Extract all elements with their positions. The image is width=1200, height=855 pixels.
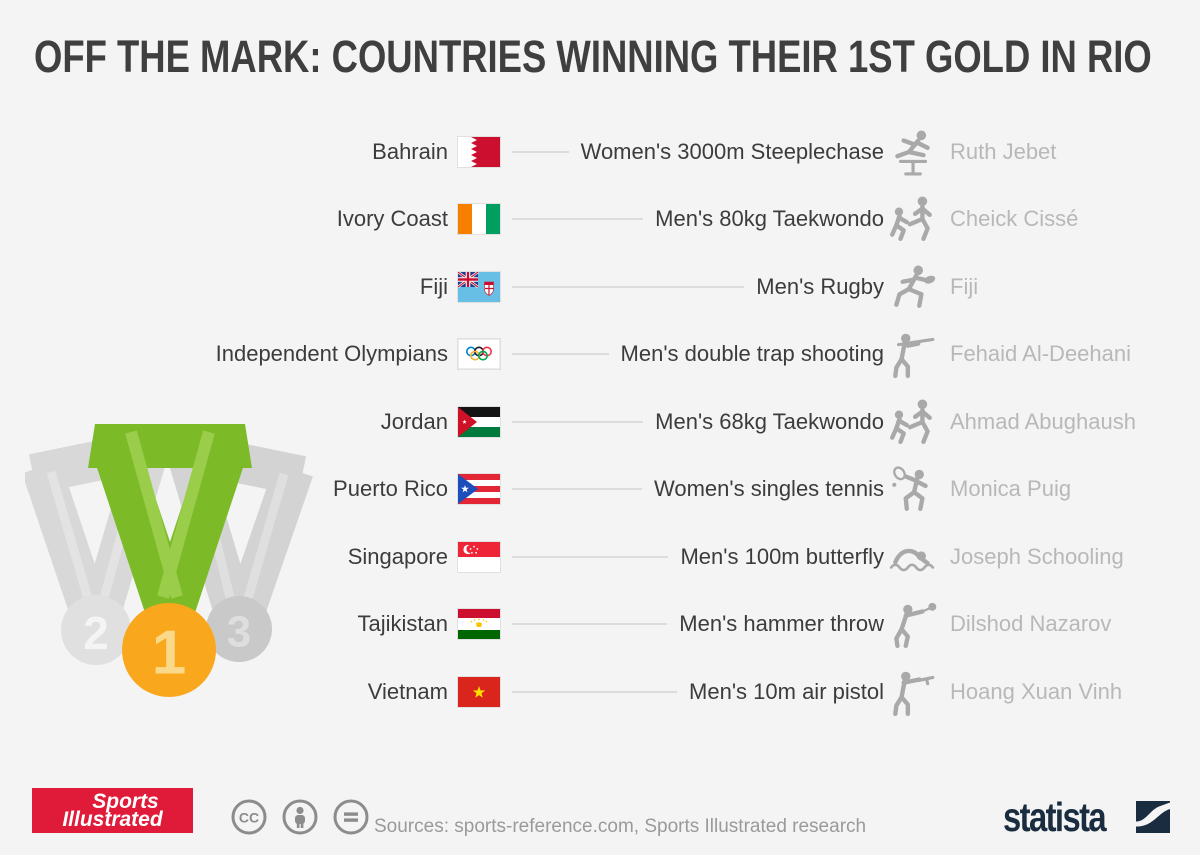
list-item: Jordan Men's 68kg Taekwondo Ahmad Abugha… (0, 388, 1200, 456)
list-item: Ivory Coast Men's 80kg Taekwondo Cheick … (0, 186, 1200, 254)
statista-logo-text: statista (1003, 794, 1107, 840)
event-label: Men's Rugby (756, 273, 884, 299)
hammer-throw-icon (886, 599, 938, 649)
hurdles-icon (886, 127, 938, 177)
athlete-label: Ruth Jebet (950, 138, 1057, 164)
athlete-label: Monica Puig (950, 476, 1072, 502)
list-item: Tajikistan Men's hammer throw Dilshod Na… (0, 591, 1200, 659)
athlete-label: Hoang Xuan Vinh (950, 678, 1123, 704)
cc-nd-icon (333, 799, 369, 835)
athlete-label: Fiji (950, 273, 979, 299)
event-label: Women's singles tennis (653, 476, 884, 502)
page-title: OFF THE MARK: COUNTRIES WINNING THEIR 1S… (34, 31, 1152, 82)
list-item: Vietnam Men's 10m air pistol Hoang Xuan … (0, 658, 1200, 726)
event-label: Men's hammer throw (679, 611, 884, 637)
athlete-label: Cheick Cissé (950, 206, 1079, 232)
olympic-rings-flag-icon (457, 338, 501, 371)
country-label: Jordan (380, 408, 448, 434)
country-label: Vietnam (367, 678, 448, 704)
cc-by-icon (282, 799, 318, 835)
country-label: Ivory Coast (336, 206, 448, 232)
sources-text: Sources: sports-reference.com, Sports Il… (374, 816, 867, 837)
list-item: Bahrain Women's 3000m Steeplechase Ruth … (0, 118, 1200, 186)
event-label: Women's 3000m Steeplechase (580, 138, 884, 164)
silver-medal: 2 (61, 595, 131, 665)
tajikistan-flag-icon (457, 608, 501, 641)
athlete-label: Joseph Schooling (950, 543, 1124, 569)
vietnam-flag-icon (457, 675, 501, 708)
list-item: Fiji Men's Rugby Fiji (0, 253, 1200, 321)
connector-line (512, 488, 642, 491)
bronze-medal: 3 (206, 596, 272, 662)
connector-line (512, 353, 609, 356)
creative-commons-license: CC (230, 798, 370, 836)
connector-line (512, 420, 644, 423)
gold-medal: 1 (122, 603, 216, 697)
connector-line (512, 555, 669, 558)
country-label: Bahrain (372, 138, 448, 164)
athlete-label: Fehaid Al-Deehani (950, 341, 1132, 367)
first-gold-list: Bahrain Women's 3000m Steeplechase Ruth … (0, 118, 1200, 726)
pistol-shooting-icon (886, 667, 938, 717)
podium-medals-illustration: 2 3 1 (25, 424, 313, 697)
list-item: Singapore Men's 100m butterfly Joseph Sc… (0, 523, 1200, 591)
connector-line (512, 623, 668, 626)
puerto-rico-flag-icon (457, 473, 501, 506)
bahrain-flag-icon (457, 135, 501, 168)
taekwondo-icon (886, 397, 938, 447)
country-label: Independent Olympians (215, 341, 448, 367)
country-label: Fiji (419, 273, 448, 299)
si-logo-line2: Illustrated (62, 807, 163, 831)
singapore-flag-icon (457, 540, 501, 573)
svg-text:3: 3 (227, 608, 251, 657)
event-label: Men's 10m air pistol (689, 678, 884, 704)
ivory-coast-flag-icon (457, 203, 501, 236)
svg-text:CC: CC (239, 810, 259, 826)
si-logo-line1: Sports (92, 789, 159, 813)
svg-text:2: 2 (83, 607, 109, 659)
athlete-label: Dilshod Nazarov (950, 611, 1112, 637)
fiji-flag-icon (457, 270, 501, 303)
tennis-icon (886, 464, 938, 514)
list-item: Puerto Rico Women's singles tennis Monic… (0, 456, 1200, 524)
connector-line (512, 150, 569, 153)
jordan-flag-icon (457, 405, 501, 438)
svg-text:1: 1 (152, 619, 186, 688)
sports-illustrated-logo: Sports Illustrated (32, 788, 193, 833)
swimming-icon (886, 532, 938, 582)
cc-icon: CC (231, 799, 267, 835)
event-label: Men's 80kg Taekwondo (655, 206, 884, 232)
statista-mark-icon (1136, 801, 1170, 833)
event-label: Men's 100m butterfly (680, 543, 884, 569)
event-label: Men's 68kg Taekwondo (655, 408, 884, 434)
list-item: Independent Olympians Men's double trap … (0, 321, 1200, 389)
trap-shooting-icon (886, 329, 938, 379)
connector-line (512, 218, 644, 221)
connector-line (512, 285, 745, 288)
rugby-icon (886, 262, 938, 312)
country-label: Tajikistan (357, 611, 448, 637)
connector-line (512, 690, 678, 693)
event-label: Men's double trap shooting (620, 341, 884, 367)
taekwondo-icon (886, 194, 938, 244)
country-label: Singapore (347, 543, 448, 569)
athlete-label: Ahmad Abughaush (950, 408, 1136, 434)
country-label: Puerto Rico (333, 476, 448, 502)
